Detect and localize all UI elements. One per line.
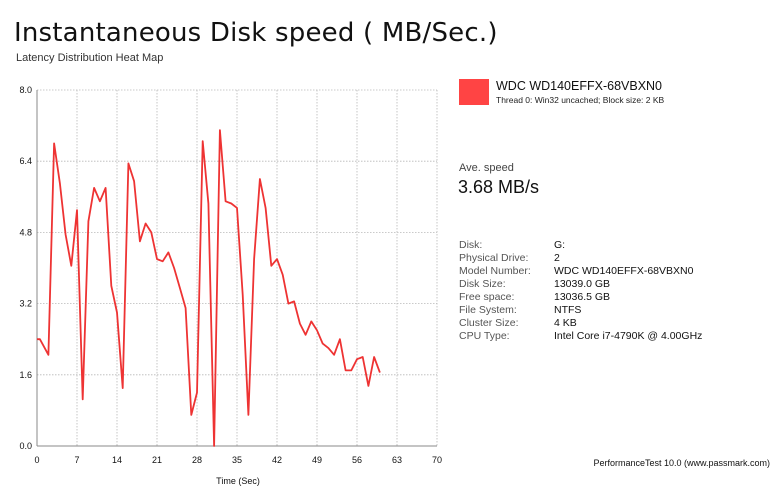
y-tick-label: 4.8 <box>19 227 32 237</box>
y-tick-label: 6.4 <box>19 156 32 166</box>
info-value: NTFS <box>554 304 582 316</box>
info-row-cluster-size: Cluster Size: 4 KB <box>459 317 702 330</box>
info-key: Disk: <box>459 239 483 251</box>
y-tick-label: 8.0 <box>19 85 32 95</box>
y-tick-label: 1.6 <box>19 370 32 380</box>
disk-info-table: Disk: G: Physical Drive: 2 Model Number: WD… <box>459 239 702 343</box>
info-key: File System: <box>459 304 517 316</box>
info-row-physical-drive: Physical Drive: 2 <box>459 252 702 265</box>
info-value: G: <box>554 239 566 251</box>
page-title: Instantaneous Disk speed ( MB/Sec.) <box>14 18 498 48</box>
info-row-disk: Disk: G: <box>459 239 702 252</box>
x-axis-label: Time (Sec) <box>216 476 260 486</box>
legend-series-name: WDC WD140EFFX-68VBXN0 <box>496 79 663 93</box>
x-tick-label: 56 <box>352 455 362 465</box>
chart-series <box>37 129 381 447</box>
x-tick-label: 63 <box>392 455 402 465</box>
y-tick-label: 0.0 <box>19 441 32 451</box>
info-key: Physical Drive: <box>459 252 529 264</box>
info-key: CPU Type: <box>459 330 510 342</box>
x-tick-label: 28 <box>192 455 202 465</box>
info-value: 13036.5 GB <box>554 291 611 303</box>
info-value: Intel Core i7-4790K @ 4.00GHz <box>554 330 703 342</box>
x-tick-label: 0 <box>34 455 39 465</box>
info-key: Cluster Size: <box>459 317 519 329</box>
info-row-disk-size: Disk Size: 13039.0 GB <box>459 278 702 291</box>
x-tick-label: 14 <box>112 455 122 465</box>
x-tick-label: 42 <box>272 455 282 465</box>
y-tick-label: 3.2 <box>19 299 32 309</box>
average-speed-label: Ave. speed <box>459 162 514 174</box>
x-tick-label: 70 <box>432 455 442 465</box>
info-row-cpu-type: CPU Type: Intel Core i7-4790K @ 4.00GHz <box>459 330 702 343</box>
page-subtitle: Latency Distribution Heat Map <box>16 52 164 64</box>
x-tick-label: 21 <box>152 455 162 465</box>
info-key: Model Number: <box>459 265 531 277</box>
chart-grid <box>37 89 438 446</box>
info-row-file-system: File System: NTFS <box>459 304 702 317</box>
info-value: 4 KB <box>554 317 577 329</box>
info-value: 13039.0 GB <box>554 278 611 290</box>
chart-axes: 0 7 14 21 28 35 42 49 56 63 70 0.0 1.6 3.2 4.8 6.4 8.0 <box>19 85 442 465</box>
x-tick-label: 49 <box>312 455 322 465</box>
info-key: Free space: <box>459 291 515 303</box>
info-row-free-space: Free space: 13036.5 GB <box>459 291 702 304</box>
info-key: Disk Size: <box>459 278 506 290</box>
info-value: WDC WD140EFFX-68VBXN0 <box>554 265 694 277</box>
average-speed-value: 3.68 MB/s <box>458 177 540 197</box>
legend-swatch <box>459 79 489 105</box>
info-value: 2 <box>554 252 560 264</box>
legend-series-detail: Thread 0: Win32 uncached; Block size: 2 … <box>496 95 665 105</box>
info-row-model-number: Model Number: WDC WD140EFFX-68VBXN0 <box>459 265 702 278</box>
footer-credit: PerformanceTest 10.0 (www.passmark.com) <box>593 458 770 468</box>
series-line <box>37 129 381 447</box>
x-tick-label: 7 <box>74 455 79 465</box>
x-tick-label: 35 <box>232 455 242 465</box>
